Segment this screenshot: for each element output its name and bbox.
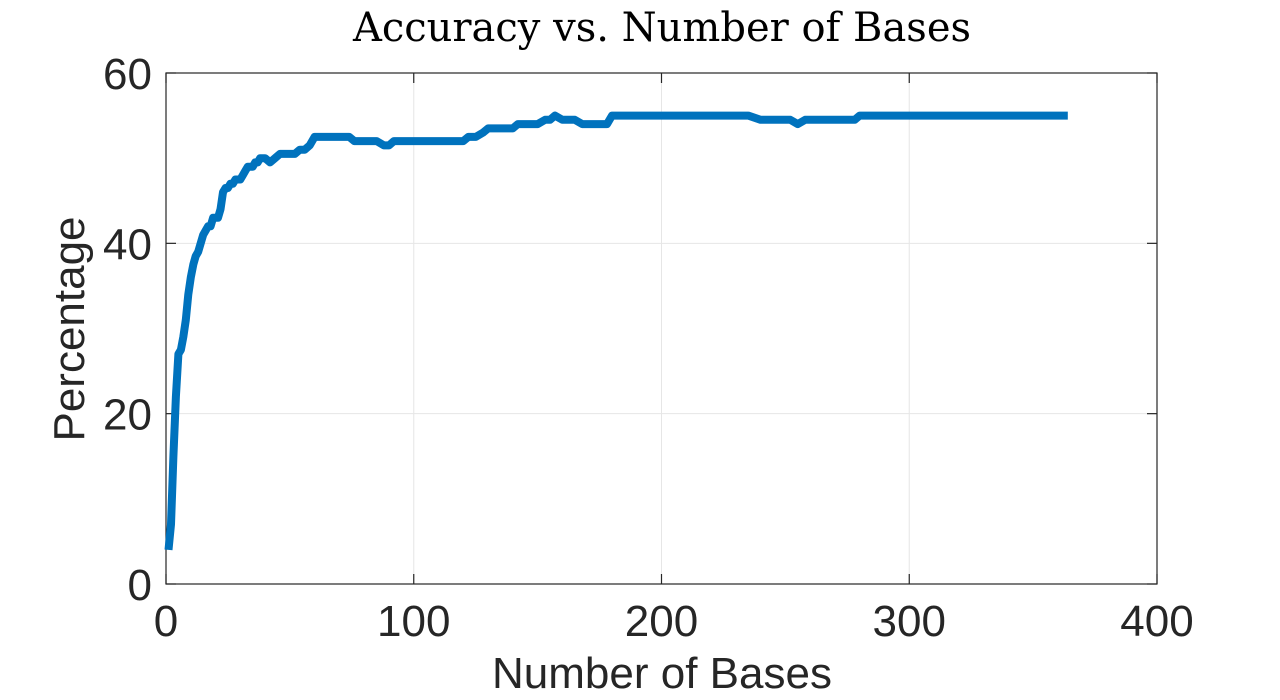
chart-title: Accuracy vs. Number of Bases xyxy=(352,5,971,51)
x-axis-label: Number of Bases xyxy=(492,649,832,698)
axis-ticks xyxy=(165,72,1158,585)
y-tick-label: 40 xyxy=(103,220,152,269)
x-tick-label: 200 xyxy=(625,597,698,646)
series-line xyxy=(164,111,1068,551)
y-tick-label: 60 xyxy=(103,50,152,99)
y-tick-label: 20 xyxy=(103,391,152,440)
x-tick-label: 0 xyxy=(154,597,178,646)
y-axis-label: Percentage xyxy=(45,216,94,441)
grid xyxy=(165,72,1158,585)
x-tick-label: 100 xyxy=(377,597,450,646)
y-tick-label: 0 xyxy=(128,561,152,610)
x-tick-label: 400 xyxy=(1120,597,1193,646)
axis-tick-labels: 0 100 200 300 400 0 20 40 60 xyxy=(103,50,1194,646)
x-tick-label: 300 xyxy=(873,597,946,646)
